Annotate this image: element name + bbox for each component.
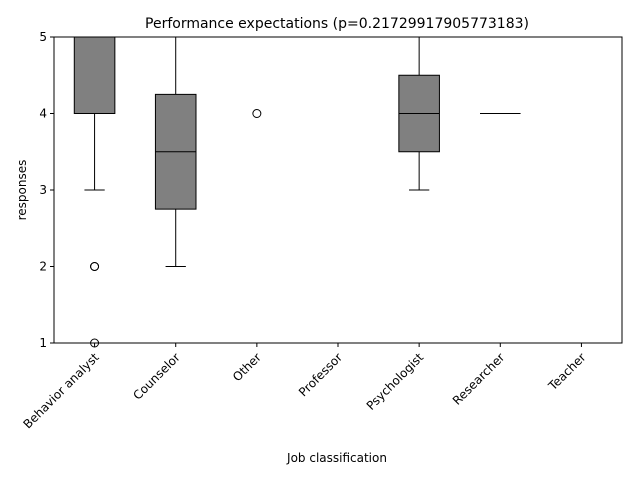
- y-tick-label: 4: [39, 107, 47, 121]
- box-group-counselor: [154, 36, 197, 267]
- y-tick-label: 3: [39, 183, 47, 197]
- x-tick-label: Psychologist: [364, 350, 427, 413]
- y-tick-label: 2: [39, 260, 47, 274]
- box-group-behavior-analyst: [73, 36, 116, 348]
- y-tick-label: 5: [39, 30, 47, 44]
- y-axis-label: responses: [15, 160, 29, 221]
- box-group-psychologist: [398, 36, 440, 191]
- box: [73, 36, 116, 114]
- chart-title: Performance expectations (p=0.2172991790…: [145, 16, 529, 32]
- outlier-point: [252, 109, 262, 118]
- x-tick-label: Researcher: [450, 350, 508, 408]
- plot-frame: [53, 36, 623, 344]
- x-tick-label: Counselor: [130, 350, 182, 402]
- x-tick-label: Teacher: [545, 350, 589, 394]
- y-tick-label: 1: [39, 336, 47, 350]
- x-tick-label: Professor: [296, 350, 345, 399]
- outlier-point: [90, 262, 100, 271]
- x-tick-label: Other: [230, 350, 264, 384]
- x-tick-label: Behavior analyst: [21, 350, 102, 431]
- x-axis-label: Job classification: [286, 451, 387, 465]
- box-group-other: [236, 36, 278, 118]
